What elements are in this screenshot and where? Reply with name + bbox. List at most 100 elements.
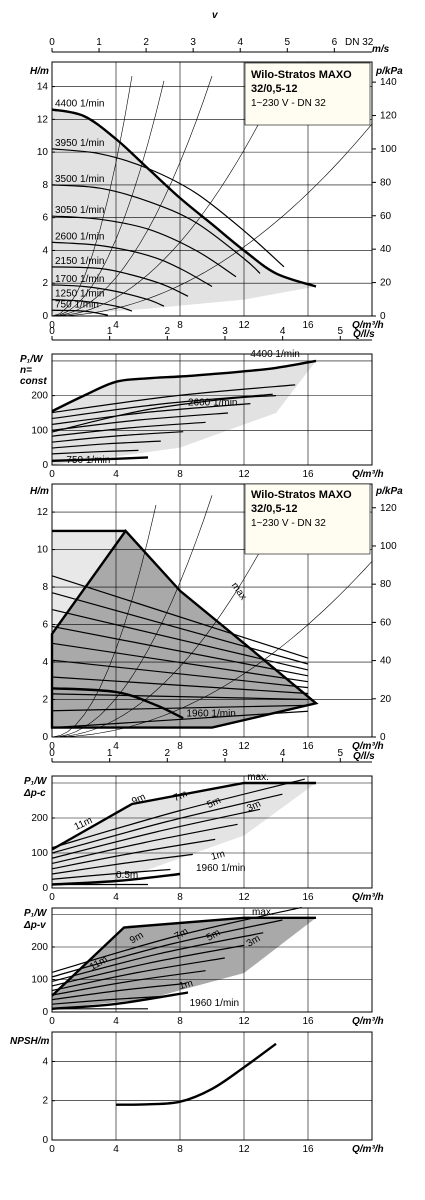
p2-curve-2 (51, 456, 149, 463)
infobox-mid: Wilo-Stratos MAXO 32/0,5-12 1~230 V - DN… (244, 483, 371, 555)
p3-y2-tick: 120 (380, 503, 397, 514)
p4-dp-curve (51, 808, 261, 859)
p4-dp-curve (51, 853, 193, 875)
p4-dp-label: 1m (210, 849, 226, 863)
power_dpc-x-tick: 12 (238, 892, 250, 903)
head_dpv-y-tick: 4 (42, 657, 48, 668)
p1-curve-39501min (51, 148, 285, 268)
power_speed-x-tick: 8 (177, 469, 183, 480)
npsh-x-tick: 16 (302, 1144, 314, 1155)
p2-speed-curve (51, 421, 206, 437)
power_dpv-x-tick: 0 (49, 1016, 55, 1027)
power_speed-ls-tick-label: 0 (49, 326, 55, 337)
velocity-tick-label: 0 (49, 37, 55, 48)
velocity-tick-label: 3 (190, 37, 196, 48)
p5-y-label: P₁/W (24, 908, 48, 919)
head_dpv-y-tick: 0 (42, 732, 48, 743)
head_speed-x-tick: 16 (302, 320, 314, 331)
curves-layer (50, 108, 319, 1106)
p1-curve-12501min (51, 299, 133, 312)
p1-speed-label: 4400 1/min (55, 99, 104, 110)
power_speed-x-tick: 0 (49, 469, 55, 480)
head_speed-y-tick: 2 (42, 278, 48, 289)
p2-label-min: 750 1/min (66, 455, 110, 466)
p1-y2-tick: 120 (380, 111, 397, 122)
p1-curve-7501min (51, 309, 109, 316)
p5-y-label2: Δp-v (23, 920, 47, 931)
p2-speed-curve (51, 384, 296, 414)
p1-speed-label: 1250 1/min (55, 289, 104, 300)
p4-label-min: 1960 1/min (196, 863, 245, 874)
power_dpc-ls-tick-label: 1 (107, 748, 113, 759)
p4-dp-curve (51, 823, 238, 865)
p2-label-mid: 2600 1/min (188, 398, 237, 409)
power_speed-ls-tick-label: 5 (338, 326, 344, 337)
head_dpv-x-tick: 0 (49, 741, 55, 752)
p5-dp-curve (51, 906, 302, 973)
p1-frame (51, 61, 373, 317)
head_dpv-y-tick: 6 (42, 620, 48, 631)
head_speed-y-tick: 12 (37, 114, 49, 125)
p5-dp-label: 1m (178, 978, 194, 992)
p1-speed-label: 3950 1/min (55, 138, 104, 149)
p1-y2-tick: 60 (380, 211, 392, 222)
power_speed-x-tick: 4 (113, 469, 119, 480)
power_speed-x-tick: 12 (238, 469, 250, 480)
p3-control-line (51, 659, 309, 689)
p4-dp-label: 7m (172, 788, 189, 804)
power_speed-ls-tick-label: 1 (107, 326, 113, 337)
p4-frame (51, 775, 373, 889)
infobox-mid-title1: Wilo-Stratos MAXO (251, 489, 352, 501)
p4-dp-curve (51, 868, 171, 880)
p2-y-label2: n= (20, 365, 32, 376)
power_speed-y-tick: 0 (42, 460, 48, 471)
p3-max-boundary (50, 528, 319, 729)
p2-speed-curve (51, 440, 161, 449)
power_dpv-y-tick: 0 (42, 1007, 48, 1018)
power_dpc-x-tick: 16 (302, 892, 314, 903)
p5-dp-curve (51, 970, 206, 996)
head_dpv-x-tick: 8 (177, 741, 183, 752)
infobox-top-title1: Wilo-Stratos MAXO (251, 69, 352, 81)
p2-curve-0 (51, 359, 317, 413)
power_dpv-x-tick: 4 (113, 1016, 119, 1027)
head_dpv-y-tick: 12 (37, 507, 49, 518)
p4-min-line (51, 872, 181, 886)
power_dpc-ls-label: Q/l/s (353, 751, 375, 762)
velocity-unit: m/s (372, 44, 390, 55)
head_speed-y-tick: 6 (42, 213, 48, 224)
p3-y2-tick: 100 (380, 541, 397, 552)
p1-y2-label: p/kPa (375, 66, 403, 77)
p3-control-line (51, 592, 309, 665)
grid-layer (51, 48, 376, 1141)
power_dpc-ls-tick-label: 4 (280, 748, 286, 759)
power_dpv-x-tick: 16 (302, 1016, 314, 1027)
npsh-x-tick: 12 (238, 1144, 250, 1155)
p5-dp-curve (51, 932, 264, 983)
p5-area (52, 917, 316, 1009)
npsh-y-tick: 2 (42, 1096, 48, 1107)
p1-curve-17001min (51, 284, 165, 307)
p1-speed-label: 1700 1/min (55, 274, 104, 285)
p6-y-label: NPSH/m (10, 1036, 50, 1047)
npsh-x-tick: 8 (177, 1144, 183, 1155)
p3-control-line (51, 704, 309, 712)
p2-y-label: P₁/W (20, 354, 44, 365)
head_speed-y-tick: 0 (42, 311, 48, 322)
p3-min-curve (51, 687, 184, 720)
p4-dp-label: 9m (130, 792, 147, 808)
p3-y2-tick: 0 (380, 732, 386, 743)
infobox-top-title2: 32/0,5-12 (251, 83, 297, 95)
p5-min-line (51, 991, 189, 1010)
p3-system-curve (51, 489, 293, 738)
p1-speed-label: 3050 1/min (55, 205, 104, 216)
p1-y2-tick: 100 (380, 144, 397, 155)
p1-curve-30501min (51, 215, 237, 278)
head_dpv-y-tick: 2 (42, 695, 48, 706)
head_speed-y-tick: 10 (37, 147, 49, 158)
p3-label-max: max (229, 581, 249, 603)
p4-area (52, 783, 316, 885)
p5-dp-curve (51, 957, 225, 992)
p1-system-curve (51, 75, 213, 317)
